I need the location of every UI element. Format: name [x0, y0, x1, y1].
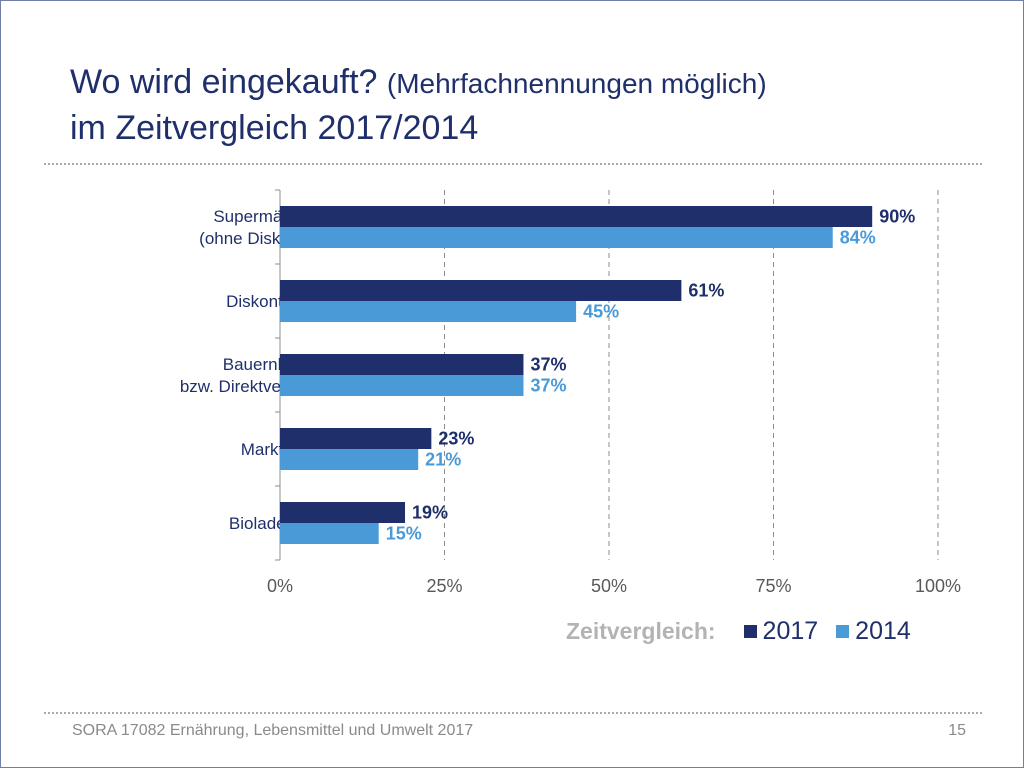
x-tick-label: 75% [755, 576, 791, 596]
x-tick-label: 50% [591, 576, 627, 596]
bar-2014 [280, 449, 419, 470]
bar-2017 [280, 206, 873, 227]
slide-title: Wo wird eingekauft? (Mehrfachnennungen m… [70, 60, 970, 150]
legend-swatch-2017 [743, 624, 757, 638]
data-label-2014: 45% [583, 302, 619, 322]
category-label: Markt [241, 440, 284, 459]
bar-2014 [280, 375, 524, 396]
data-label-2014: 15% [386, 524, 422, 544]
data-label-2017: 37% [530, 355, 566, 375]
bar-2017 [280, 502, 406, 523]
bar-2014 [280, 227, 833, 248]
legend-swatch-2014 [836, 624, 850, 638]
footer-divider [44, 712, 982, 714]
data-label-2017: 90% [879, 207, 915, 227]
legend-item-2017: 2017 [743, 616, 819, 646]
legend-item-2014: 2014 [836, 617, 911, 646]
title-divider [44, 163, 982, 165]
x-tick-label: 100% [915, 576, 961, 596]
legend-label-2014: 2014 [855, 616, 911, 645]
bar-2017 [280, 280, 682, 301]
bar-2017 [280, 354, 524, 375]
data-label-2014: 37% [530, 376, 566, 396]
data-label-2017: 23% [438, 429, 474, 449]
data-label-2017: 19% [412, 503, 448, 523]
data-label-2014: 21% [425, 450, 461, 470]
legend: Zeitvergleich: 2017 2014 [566, 615, 929, 647]
bar-2017 [280, 428, 432, 449]
title-line2: im Zeitvergleich 2017/2014 [70, 109, 479, 147]
title-sub: (Mehrfachnennungen möglich) [386, 68, 767, 99]
legend-title: Zeitvergleich: [566, 617, 716, 644]
data-label-2017: 61% [688, 281, 724, 301]
legend-label-2017: 2017 [762, 616, 819, 645]
footer-text: SORA 17082 Ernährung, Lebensmittel und U… [72, 722, 474, 739]
bar-2014 [280, 523, 379, 544]
x-tick-label: 25% [426, 576, 462, 596]
data-label-2014: 84% [840, 228, 876, 248]
bar-2014 [280, 301, 577, 322]
title-main: Wo wird eingekauft? [70, 63, 378, 101]
category-label: Bioladen [229, 514, 295, 533]
page-number: 15 [948, 722, 966, 739]
x-tick-label: 0% [267, 576, 293, 596]
